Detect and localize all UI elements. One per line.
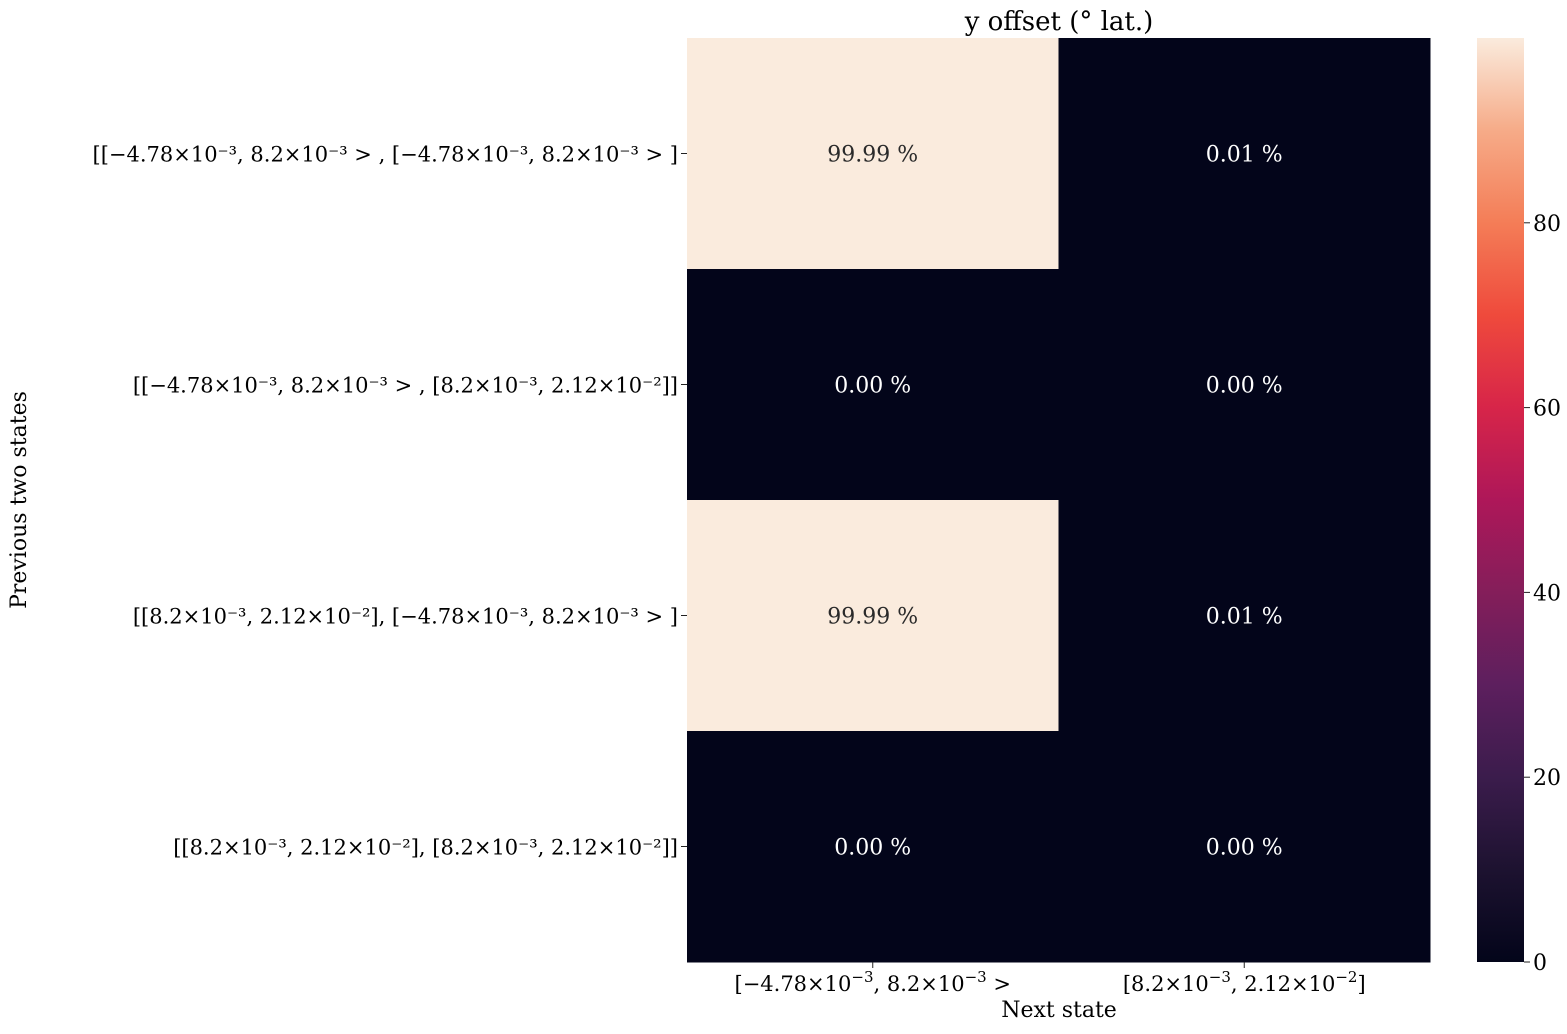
x-axis: [−4.78×10−3, 8.2×10−3 > [8.2×10−3, 2.12×1… [735, 962, 1366, 996]
heatmap-cell [1058, 269, 1431, 501]
heatmap-cell [687, 38, 1059, 270]
cell-annotations: 99.99 % 0.01 % 0.00 % 0.00 % 99.99 % 0.01 % 0.… [827, 143, 1282, 861]
colorbar-tick-label: 40 [1533, 581, 1561, 606]
colorbar-tick-label: 0 [1533, 951, 1547, 976]
colorbar-tick-label: 60 [1533, 397, 1561, 422]
x-axis-label: Next state [1001, 998, 1117, 1023]
heatmap-cell [687, 269, 1059, 501]
y-tick-label: [[−4.78×10⁻³, 8.2×10⁻³ > , [−4.78×10⁻³, … [93, 143, 679, 167]
cell-annotation: 0.00 % [1206, 836, 1283, 861]
cell-annotation: 0.01 % [1206, 605, 1283, 630]
heatmap-cell [687, 731, 1059, 963]
colorbar-tick-label: 20 [1533, 766, 1561, 791]
cell-annotation: 0.00 % [834, 836, 911, 861]
y-axis: [[−4.78×10⁻³, 8.2×10⁻³ > , [−4.78×10⁻³, … [93, 143, 687, 860]
heatmap-cell [1058, 38, 1431, 270]
chart-title: y offset (° lat.) [964, 7, 1154, 37]
y-tick-label: [[−4.78×10⁻³, 8.2×10⁻³ > , [8.2×10⁻³, 2.… [133, 374, 678, 398]
colorbar-tick-label: 80 [1533, 212, 1561, 237]
heatmap-cell [1058, 500, 1431, 732]
heatmap-cell [1058, 731, 1431, 963]
cell-annotation: 0.01 % [1206, 143, 1283, 168]
cell-annotation: 99.99 % [827, 605, 918, 630]
cell-annotation: 99.99 % [827, 143, 918, 168]
heatmap-cell [687, 500, 1059, 732]
cell-annotation: 0.00 % [1206, 374, 1283, 399]
colorbar-ticks: 0 20 40 60 80 [1524, 212, 1561, 976]
y-axis-label: Previous two states [7, 391, 32, 609]
x-tick-label: [8.2×10−3, 2.12×10−2] [1123, 968, 1366, 996]
heatmap-cells [687, 38, 1431, 963]
y-tick-label: [[8.2×10⁻³, 2.12×10⁻²], [8.2×10⁻³, 2.12×… [173, 836, 678, 860]
y-tick-label: [[8.2×10⁻³, 2.12×10⁻²], [−4.78×10⁻³, 8.2… [133, 605, 678, 629]
x-tick-label: [−4.78×10−3, 8.2×10−3 > [735, 968, 1011, 996]
cell-annotation: 0.00 % [834, 374, 911, 399]
colorbar [1477, 38, 1524, 962]
